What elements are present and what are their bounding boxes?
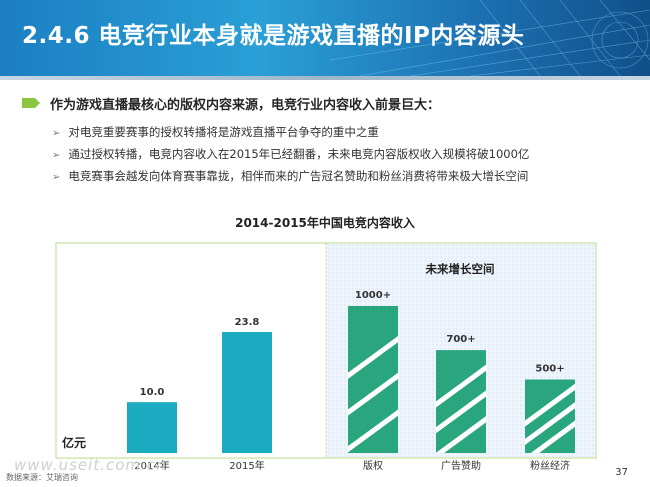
bar-value-label: 1000+ <box>355 290 391 301</box>
bullet-item: ➢ 通过授权转播，电竞内容收入在2015年已经翻番，未来电竞内容版权收入规模将破1… <box>52 146 529 162</box>
x-tick-label: 2015年 <box>229 459 264 472</box>
bar-value-label: 700+ <box>446 334 475 345</box>
header-banner: 2.4.6 电竞行业本身就是游戏直播的IP内容源头 <box>0 0 650 76</box>
page-number: 37 <box>615 467 628 478</box>
page-title: 2.4.6 电竞行业本身就是游戏直播的IP内容源头 <box>22 23 525 49</box>
arrow-bullet-icon: ➢ <box>52 128 61 139</box>
x-tick-label: 广告赞助 <box>441 459 481 472</box>
bar-stripes <box>525 383 575 453</box>
x-tick-label: 2014年 <box>134 459 169 472</box>
watermark: www.useit.com.cn <box>14 456 167 474</box>
x-tick-label: 粉丝经济 <box>530 459 570 472</box>
bullet-item: ➢ 对电竞重要赛事的授权转播将是游戏直播平台争夺的重中之重 <box>52 124 379 140</box>
lead-statement: 作为游戏直播最核心的版权内容来源，电竞行业内容收入前景巨大： <box>50 98 441 113</box>
y-unit-label: 亿元 <box>62 435 86 450</box>
banner-divider <box>0 76 650 80</box>
bullet-text: 电竞赛事会越发向体育赛事靠拢，相伴而来的广告冠名赞助和粉丝消费将带来极大增长空间 <box>68 169 529 183</box>
x-tick-label: 版权 <box>363 459 383 472</box>
stripe <box>530 420 575 453</box>
bar-stripes <box>436 364 486 454</box>
bar-value-label: 500+ <box>535 364 564 375</box>
stripe <box>348 372 398 416</box>
stripe <box>348 409 398 453</box>
future-growth-label: 未来增长空间 <box>425 262 495 276</box>
bullet-text: 对电竞重要赛事的授权转播将是游戏直播平台争夺的重中之重 <box>68 125 379 139</box>
stripe <box>436 390 486 434</box>
bar-historical <box>127 402 177 453</box>
arrow-bullet-icon: ➢ <box>52 172 61 183</box>
data-source: 数据来源：艾瑞咨询 <box>6 473 78 482</box>
chart-title: 2014-2015年中国电竞内容收入 <box>235 216 415 230</box>
stripe <box>436 416 486 454</box>
bar-stripes <box>348 336 398 453</box>
stripe <box>525 402 575 446</box>
stripe <box>436 364 486 408</box>
bar-value-label: 23.8 <box>235 317 260 328</box>
bullet-item: ➢ 电竞赛事会越发向体育赛事靠拢，相伴而来的广告冠名赞助和粉丝消费将带来极大增长空… <box>52 168 528 184</box>
tech-grid-decoration <box>329 0 650 76</box>
lead-bullet-icon <box>22 98 40 108</box>
bar-historical <box>222 332 272 453</box>
stripe <box>348 336 398 379</box>
arrow-bullet-icon: ➢ <box>52 150 61 161</box>
bar-value-label: 10.0 <box>140 387 165 398</box>
bullet-text: 通过授权转播，电竞内容收入在2015年已经翻番，未来电竞内容版权收入规模将破10… <box>68 147 530 161</box>
stripe <box>525 383 575 427</box>
